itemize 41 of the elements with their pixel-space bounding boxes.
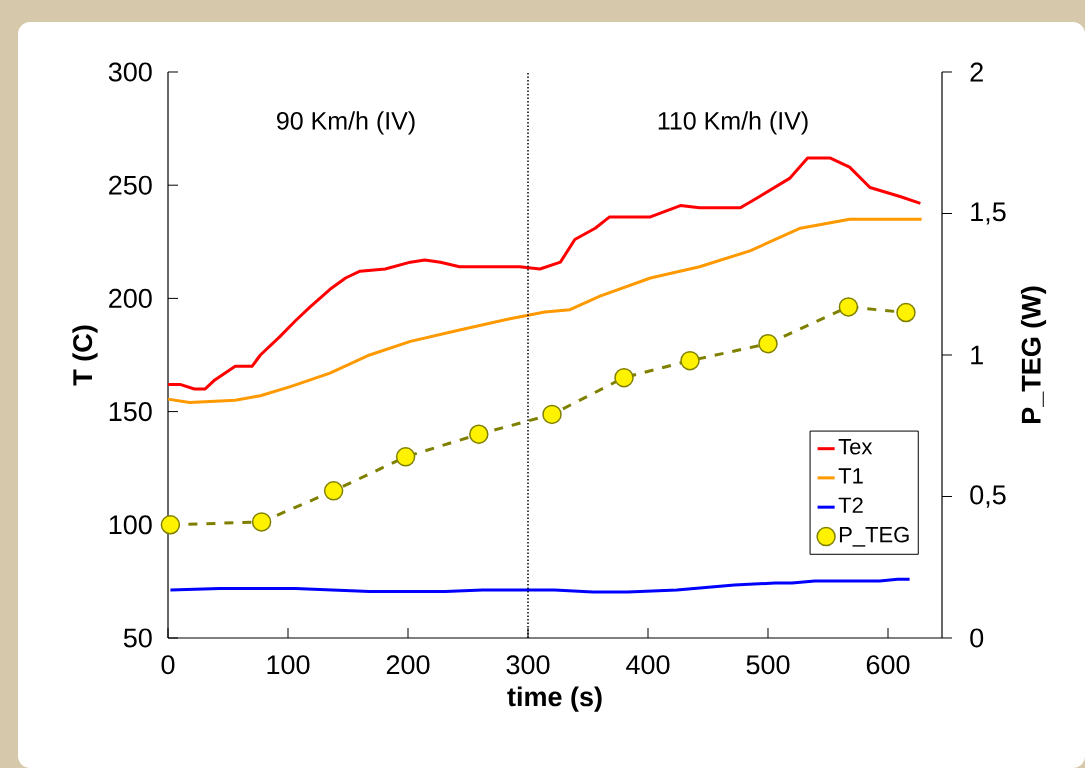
y-tick-label: 300 (108, 62, 152, 82)
y-axis-title: T (C) (72, 325, 98, 386)
legend-label: P_TEG (839, 526, 909, 547)
point (251, 512, 272, 532)
y2-tick-label: 1,5 (971, 202, 1006, 225)
y2-tick-label: 1 (971, 345, 983, 365)
point (680, 350, 700, 371)
y-tick-label: 50 (123, 628, 152, 648)
legend-label: Tex (838, 439, 873, 455)
x-tick-label: 300 (506, 655, 550, 675)
point (160, 515, 181, 535)
x-axis-title: time (s) (507, 686, 602, 712)
point (323, 481, 344, 501)
y2-tick-label: 0,5 (970, 485, 1006, 508)
point (542, 404, 562, 425)
x-tick-label: 200 (386, 655, 430, 675)
legend-label: T2 (838, 497, 863, 513)
y2-tick-label: 0 (970, 628, 984, 648)
x-tick-label: 500 (746, 655, 790, 675)
point (896, 302, 916, 323)
point (469, 424, 489, 444)
point (395, 447, 416, 467)
y-tick-label: 250 (109, 175, 152, 195)
y2-axis-title: P_TEG (W) (1020, 286, 1047, 423)
point (758, 333, 778, 354)
legend-label: T1 (838, 468, 863, 484)
x-tick-label: 0 (161, 655, 175, 675)
annotation: 90 Km/h (IV) (277, 111, 415, 135)
line-series (166, 217, 924, 405)
x-tick-label: 600 (866, 655, 910, 675)
y-tick-label: 150 (109, 402, 152, 422)
line-series (168, 577, 912, 594)
line-series (166, 156, 922, 391)
y2-tick-label: 2 (970, 62, 983, 82)
annotation: 110 Km/h (IV) (658, 111, 808, 135)
y-tick-label: 200 (109, 288, 152, 308)
x-tick-label: 400 (626, 655, 670, 675)
y-tick-label: 100 (109, 515, 152, 535)
point (838, 297, 859, 317)
point (614, 367, 634, 388)
x-tick-label: 100 (267, 655, 310, 675)
